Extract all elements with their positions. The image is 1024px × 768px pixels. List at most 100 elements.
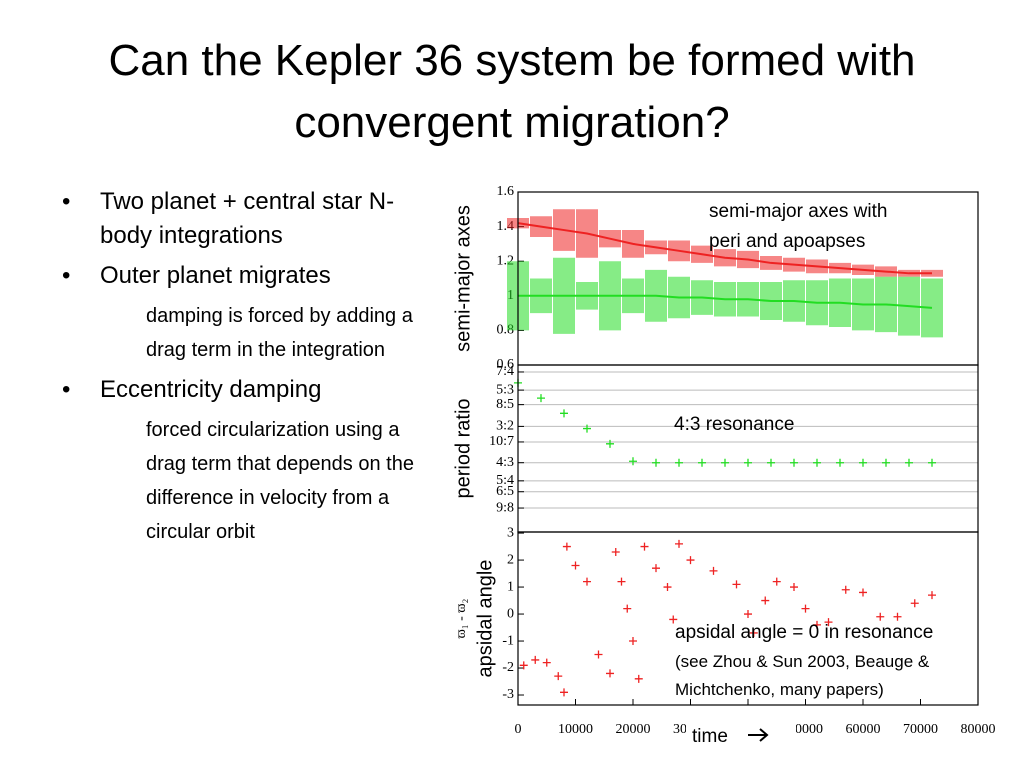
y-tick-label: 0 (507, 606, 514, 621)
x-tick-label: 20000 (616, 722, 651, 737)
y-tick-label: -2 (502, 660, 514, 675)
y-tick-label: 5:3 (496, 382, 514, 397)
point (560, 409, 568, 418)
point (594, 650, 603, 659)
point (790, 583, 798, 592)
x-tick-label: 0 (515, 722, 522, 737)
point (617, 577, 626, 586)
point (772, 577, 781, 586)
y-tick-label: 3 (507, 525, 514, 540)
y-axis-label: period ratio (452, 398, 474, 498)
point (629, 637, 637, 646)
x-tick-label: 60000 (846, 722, 881, 737)
point (824, 618, 833, 627)
point (675, 539, 683, 548)
point (571, 561, 580, 570)
bullet: Two planet + central star N-body integra… (60, 185, 400, 253)
note-line: Michtchenko, many papers) (675, 680, 884, 699)
point (629, 457, 637, 466)
point (882, 458, 890, 467)
point (634, 674, 643, 683)
y-tick-label: 4:3 (496, 455, 514, 470)
point (893, 612, 902, 621)
center-line (518, 294, 933, 309)
bullet: Eccentricity damping (60, 373, 400, 407)
point (537, 394, 545, 403)
y-tick-label: 1.6 (497, 184, 515, 199)
y-tick-label: 8:5 (496, 397, 514, 412)
point (611, 547, 620, 556)
point (519, 661, 528, 670)
y-tick-label: 10:7 (489, 434, 514, 449)
point (606, 669, 614, 678)
y-tick-label: -1 (502, 633, 514, 648)
note-line: (see Zhou & Sun 2003, Beauge & (675, 652, 930, 671)
point (801, 604, 810, 613)
annotation: 4:3 resonance (674, 414, 794, 435)
bullet: Outer planet migrates (60, 259, 400, 293)
bullet-list: Two planet + central star N-body integra… (60, 185, 440, 555)
point (583, 577, 591, 586)
point (531, 655, 540, 664)
y-axis-label: semi-major axes (452, 205, 474, 352)
point (744, 458, 752, 467)
point (841, 585, 850, 594)
y-tick-label: 5:4 (496, 473, 514, 488)
point (663, 583, 672, 592)
point (813, 458, 821, 467)
x-tick-label: 70000 (903, 722, 938, 737)
point (640, 542, 649, 551)
y-tick-label: 0.6 (497, 357, 515, 372)
point (905, 458, 913, 467)
slide-title: Can the Kepler 36 system be formed with … (108, 36, 916, 147)
point (859, 588, 867, 597)
point (686, 556, 695, 565)
point (744, 610, 752, 619)
arrow (748, 728, 769, 742)
point (721, 458, 729, 467)
point (652, 564, 660, 573)
point (749, 628, 758, 637)
annotation-note: (see Zhou & Sun 2003, Beauge & Michtchenk… (675, 652, 930, 699)
y-tick-label: 6:5 (496, 484, 514, 499)
point (562, 542, 571, 551)
y-tick-label: 9:8 (496, 500, 514, 515)
point (652, 458, 660, 467)
point (813, 620, 821, 629)
point (859, 458, 867, 467)
annotation: apsidal angle = 0 in resonance (675, 622, 933, 643)
y-axis-symbol: ϖ₁ - ϖ₂ (454, 598, 469, 638)
x-axis-label: time (692, 726, 728, 747)
point (583, 424, 591, 433)
annotation-line: peri and apoapses (709, 231, 865, 252)
y-tick-label: 3:2 (496, 419, 514, 434)
x-tick-label: 80000 (961, 722, 996, 737)
y-tick-label: -3 (502, 687, 514, 702)
plot-frame (517, 531, 979, 706)
point (560, 688, 568, 697)
x-tick-label: 50000 (788, 722, 823, 737)
sub-bullet: damping is forced by adding a drag term … (146, 305, 413, 361)
sub-bullet: forced circularization using a drag term… (146, 419, 414, 543)
point (732, 580, 741, 589)
point (675, 458, 683, 467)
point (606, 439, 614, 448)
point (928, 591, 936, 600)
point (928, 458, 936, 467)
point (876, 612, 885, 621)
y-axis-label: apsidal angle (474, 560, 496, 678)
annotation: semi-major axes with peri and apoapses (709, 201, 887, 252)
point (623, 604, 632, 613)
point (836, 458, 844, 467)
point (709, 566, 718, 575)
point (767, 458, 775, 467)
annotation-line: semi-major axes with (709, 201, 887, 222)
point (542, 658, 551, 667)
point (698, 458, 706, 467)
y-tick-label: 2 (507, 552, 514, 567)
center-line (517, 222, 932, 275)
y-tick-label: 7:4 (496, 364, 514, 379)
point (910, 599, 919, 608)
